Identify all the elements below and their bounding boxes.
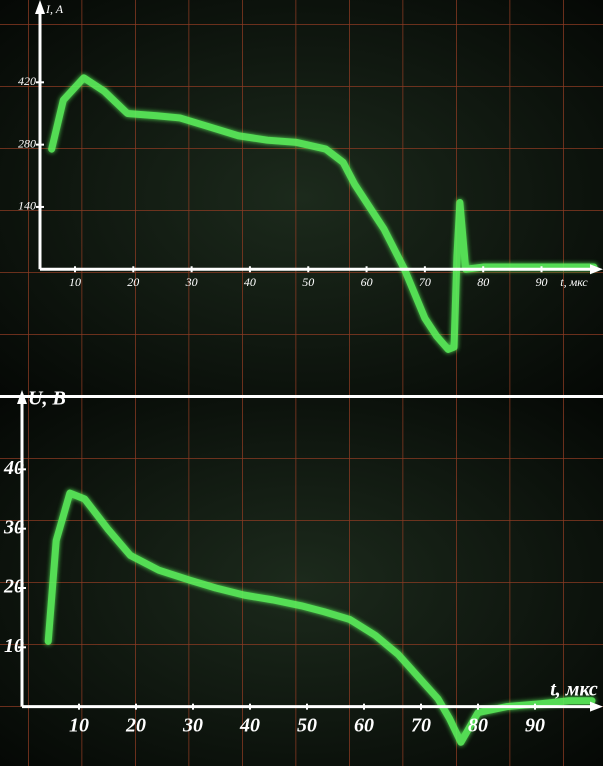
y-tick-label: 420 [18,74,36,88]
y-axis-label: U, B [28,388,66,410]
x-tick-label: 60 [361,275,373,289]
trace [44,489,596,746]
y-tick-label: 10 [4,635,24,657]
y-axis-label: I, A [45,2,64,16]
x-tick-label: 50 [297,714,317,736]
x-tick-label: 20 [125,714,146,736]
y-tick-label: 30 [3,516,24,538]
x-axis-label: t, мкс [560,275,588,289]
y-arrow [17,390,27,404]
x-axis-label: t, мкс [550,678,598,700]
x-tick-label: 20 [127,275,139,289]
x-tick-label: 80 [477,275,489,289]
x-tick-label: 70 [411,714,431,736]
scope-grid [0,0,603,395]
separator [0,395,603,398]
x-tick-label: 30 [182,714,203,736]
x-tick-label: 40 [244,275,256,289]
x-tick-label: 50 [302,275,314,289]
x-tick-label: 80 [468,714,488,736]
panel: U, B t, мкс 10 20 30 40 10 20 30 40 50 60 70 80 90 [3,388,603,746]
x-tick-label: 30 [185,275,198,289]
x-arrow [590,264,603,275]
y-tick-label: 40 [3,457,24,479]
y-tick-label: 140 [18,199,36,213]
x-tick-label: 90 [536,275,548,289]
y-tick-label: 20 [3,576,24,598]
x-tick-label: 10 [69,275,81,289]
x-tick-label: 90 [525,714,545,736]
x-tick-label: 60 [354,714,374,736]
y-arrow [35,0,45,14]
y-tick-label: 280 [18,136,36,150]
x-tick-label: 70 [419,275,431,289]
panel: I, A t, мкс 140 280 420 10 20 30 40 50 60 70 80 90 [18,0,603,353]
x-arrow [590,701,603,712]
x-tick-label: 40 [239,714,260,736]
scope-grid [0,398,603,766]
x-tick-label: 10 [69,714,89,736]
